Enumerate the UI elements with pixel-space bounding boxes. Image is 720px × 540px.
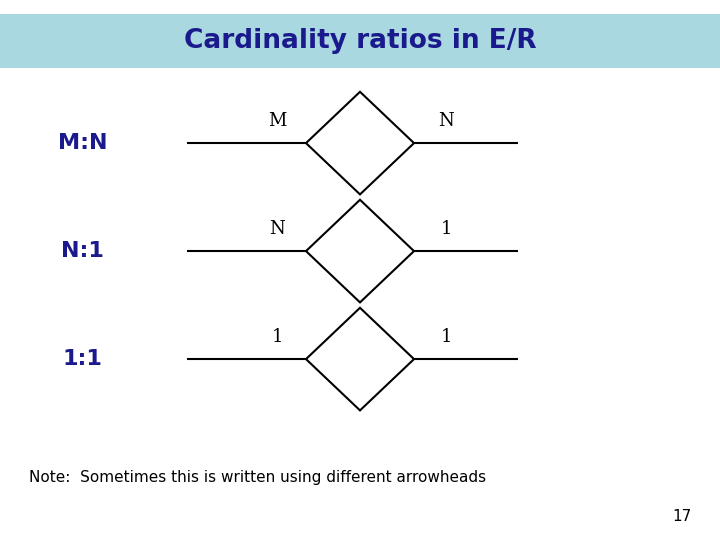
Polygon shape bbox=[306, 308, 414, 410]
Text: 1: 1 bbox=[441, 328, 452, 346]
Text: N: N bbox=[269, 220, 285, 238]
FancyBboxPatch shape bbox=[0, 14, 720, 68]
Text: 17: 17 bbox=[672, 509, 691, 524]
Text: 1: 1 bbox=[441, 220, 452, 238]
Text: N: N bbox=[438, 112, 454, 130]
Text: Note:  Sometimes this is written using different arrowheads: Note: Sometimes this is written using di… bbox=[29, 470, 486, 485]
Text: 1: 1 bbox=[271, 328, 283, 346]
Text: N:1: N:1 bbox=[61, 241, 104, 261]
Text: Cardinality ratios in E/R: Cardinality ratios in E/R bbox=[184, 28, 536, 54]
Text: M: M bbox=[268, 112, 287, 130]
Text: M:N: M:N bbox=[58, 133, 107, 153]
Polygon shape bbox=[306, 92, 414, 194]
Text: 1:1: 1:1 bbox=[63, 349, 103, 369]
Polygon shape bbox=[306, 200, 414, 302]
